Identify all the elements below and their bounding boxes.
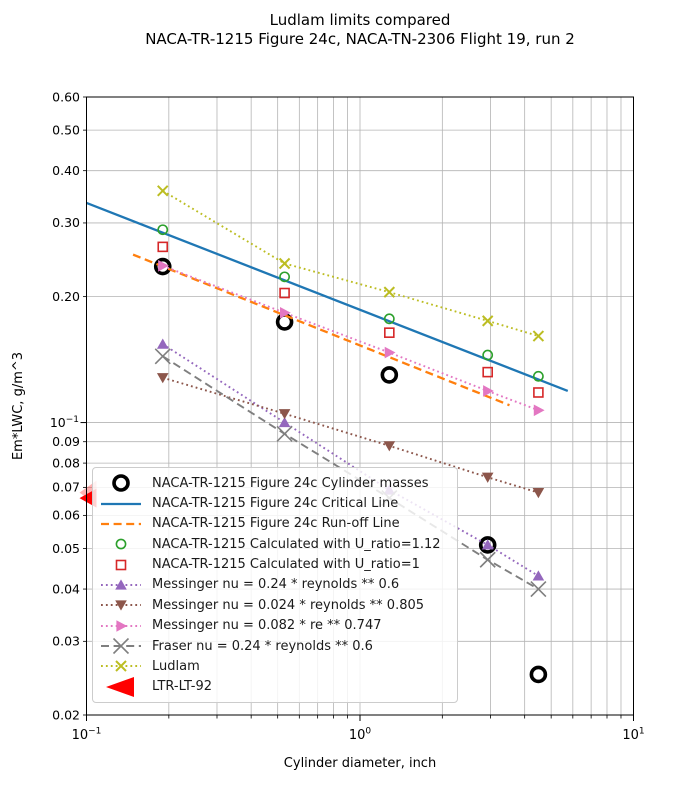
legend-marker-x-large xyxy=(101,637,141,655)
legend-row: NACA-TR-1215 Calculated with U_ratio=1 xyxy=(99,555,449,575)
legend-marker-triangle-down xyxy=(101,600,141,611)
legend-marker-triangle-up xyxy=(101,579,141,590)
legend-label: Ludlam xyxy=(152,658,200,674)
x-tick-label: 101 xyxy=(622,727,644,744)
y-tick-label: 0.03 xyxy=(52,634,80,649)
legend-row: Fraser nu = 0.24 * reynolds ** 0.6 xyxy=(99,636,449,656)
legend-marker-open-square xyxy=(115,559,127,570)
legend-marker-line xyxy=(101,502,141,505)
legend-marker-line xyxy=(101,522,141,526)
x-tick-label: 10−1 xyxy=(72,727,102,744)
legend-marker-x-small xyxy=(101,660,141,673)
legend-row: Messinger nu = 0.082 * re ** 0.747 xyxy=(99,616,449,636)
legend-row: Messinger nu = 0.024 * reynolds ** 0.805 xyxy=(99,595,449,615)
y-tick-label: 0.05 xyxy=(52,541,80,556)
legend-label: Messinger nu = 0.024 * reynolds ** 0.805 xyxy=(152,597,425,613)
legend-label: NACA-TR-1215 Calculated with U_ratio=1.1… xyxy=(152,536,441,552)
series-5 xyxy=(156,338,545,581)
legend: NACA-TR-1215 Figure 24c Cylinder masses N… xyxy=(92,467,458,703)
legend-marker-triangle-right xyxy=(101,619,141,632)
y-tick-label: 0.06 xyxy=(52,508,80,523)
legend-row: Messinger nu = 0.24 * reynolds ** 0.6 xyxy=(99,575,449,595)
legend-row: Ludlam xyxy=(99,656,449,676)
legend-label: Messinger nu = 0.082 * re ** 0.747 xyxy=(152,618,382,634)
chart-title-line1: Ludlam limits compared xyxy=(269,11,451,29)
legend-marker-triangle-left-big xyxy=(106,676,134,697)
x-tick-label: 100 xyxy=(349,727,372,744)
y-tick-label: 0.07 xyxy=(52,480,80,495)
series-3 xyxy=(157,224,544,382)
series-6 xyxy=(156,373,545,499)
y-tick-label: 10−1 xyxy=(50,415,79,430)
series-4 xyxy=(157,241,544,398)
y-tick-label: 0.04 xyxy=(52,581,80,596)
series-9 xyxy=(157,185,545,342)
legend-label: Fraser nu = 0.24 * reynolds ** 0.6 xyxy=(152,638,373,654)
x-axis-label: Cylinder diameter, inch xyxy=(284,756,436,771)
y-tick-label: 0.50 xyxy=(52,122,80,137)
y-tick-label: 0.09 xyxy=(52,434,80,449)
legend-marker-open-circle-thick xyxy=(112,474,130,492)
tick-labels: 10−1 100 101 0.60 0.50 0.40 0.30 0.20 10−1 0.09 0.… xyxy=(50,89,645,743)
chart-title-line2: NACA-TR-1215 Figure 24c, NACA-TN-2306 Fl… xyxy=(145,30,575,48)
legend-label: NACA-TR-1215 Calculated with U_ratio=1 xyxy=(152,557,420,573)
legend-label: NACA-TR-1215 Figure 24c Critical Line xyxy=(152,496,399,512)
legend-row: NACA-TR-1215 Figure 24c Run-off Line xyxy=(99,514,449,534)
legend-label: Messinger nu = 0.24 * reynolds ** 0.6 xyxy=(152,577,400,593)
ticks xyxy=(80,96,634,721)
legend-row: NACA-TR-1215 Calculated with U_ratio=1.1… xyxy=(99,534,449,554)
legend-row: LTR-LT-92 xyxy=(99,676,449,697)
y-tick-label: 0.08 xyxy=(52,455,80,470)
y-tick-label: 0.02 xyxy=(52,707,80,722)
y-tick-label: 0.20 xyxy=(52,289,80,304)
y-axis-label: Em*LWC, g/m^3 xyxy=(11,352,26,460)
chart-title: Ludlam limits compared NACA-TR-1215 Figu… xyxy=(20,11,700,49)
legend-row: NACA-TR-1215 Figure 24c Cylinder masses xyxy=(99,473,449,493)
y-tick-label: 0.30 xyxy=(52,215,80,230)
legend-label: NACA-TR-1215 Figure 24c Run-off Line xyxy=(152,516,400,532)
legend-label: NACA-TR-1215 Figure 24c Cylinder masses xyxy=(152,475,429,491)
y-tick-label: 0.60 xyxy=(52,89,80,104)
series-7 xyxy=(158,259,545,417)
legend-row: NACA-TR-1215 Figure 24c Critical Line xyxy=(99,494,449,514)
series-2 xyxy=(132,253,510,407)
y-tick-label: 0.40 xyxy=(52,163,80,178)
legend-marker-open-circle xyxy=(115,538,127,550)
legend-label: LTR-LT-92 xyxy=(152,679,213,695)
